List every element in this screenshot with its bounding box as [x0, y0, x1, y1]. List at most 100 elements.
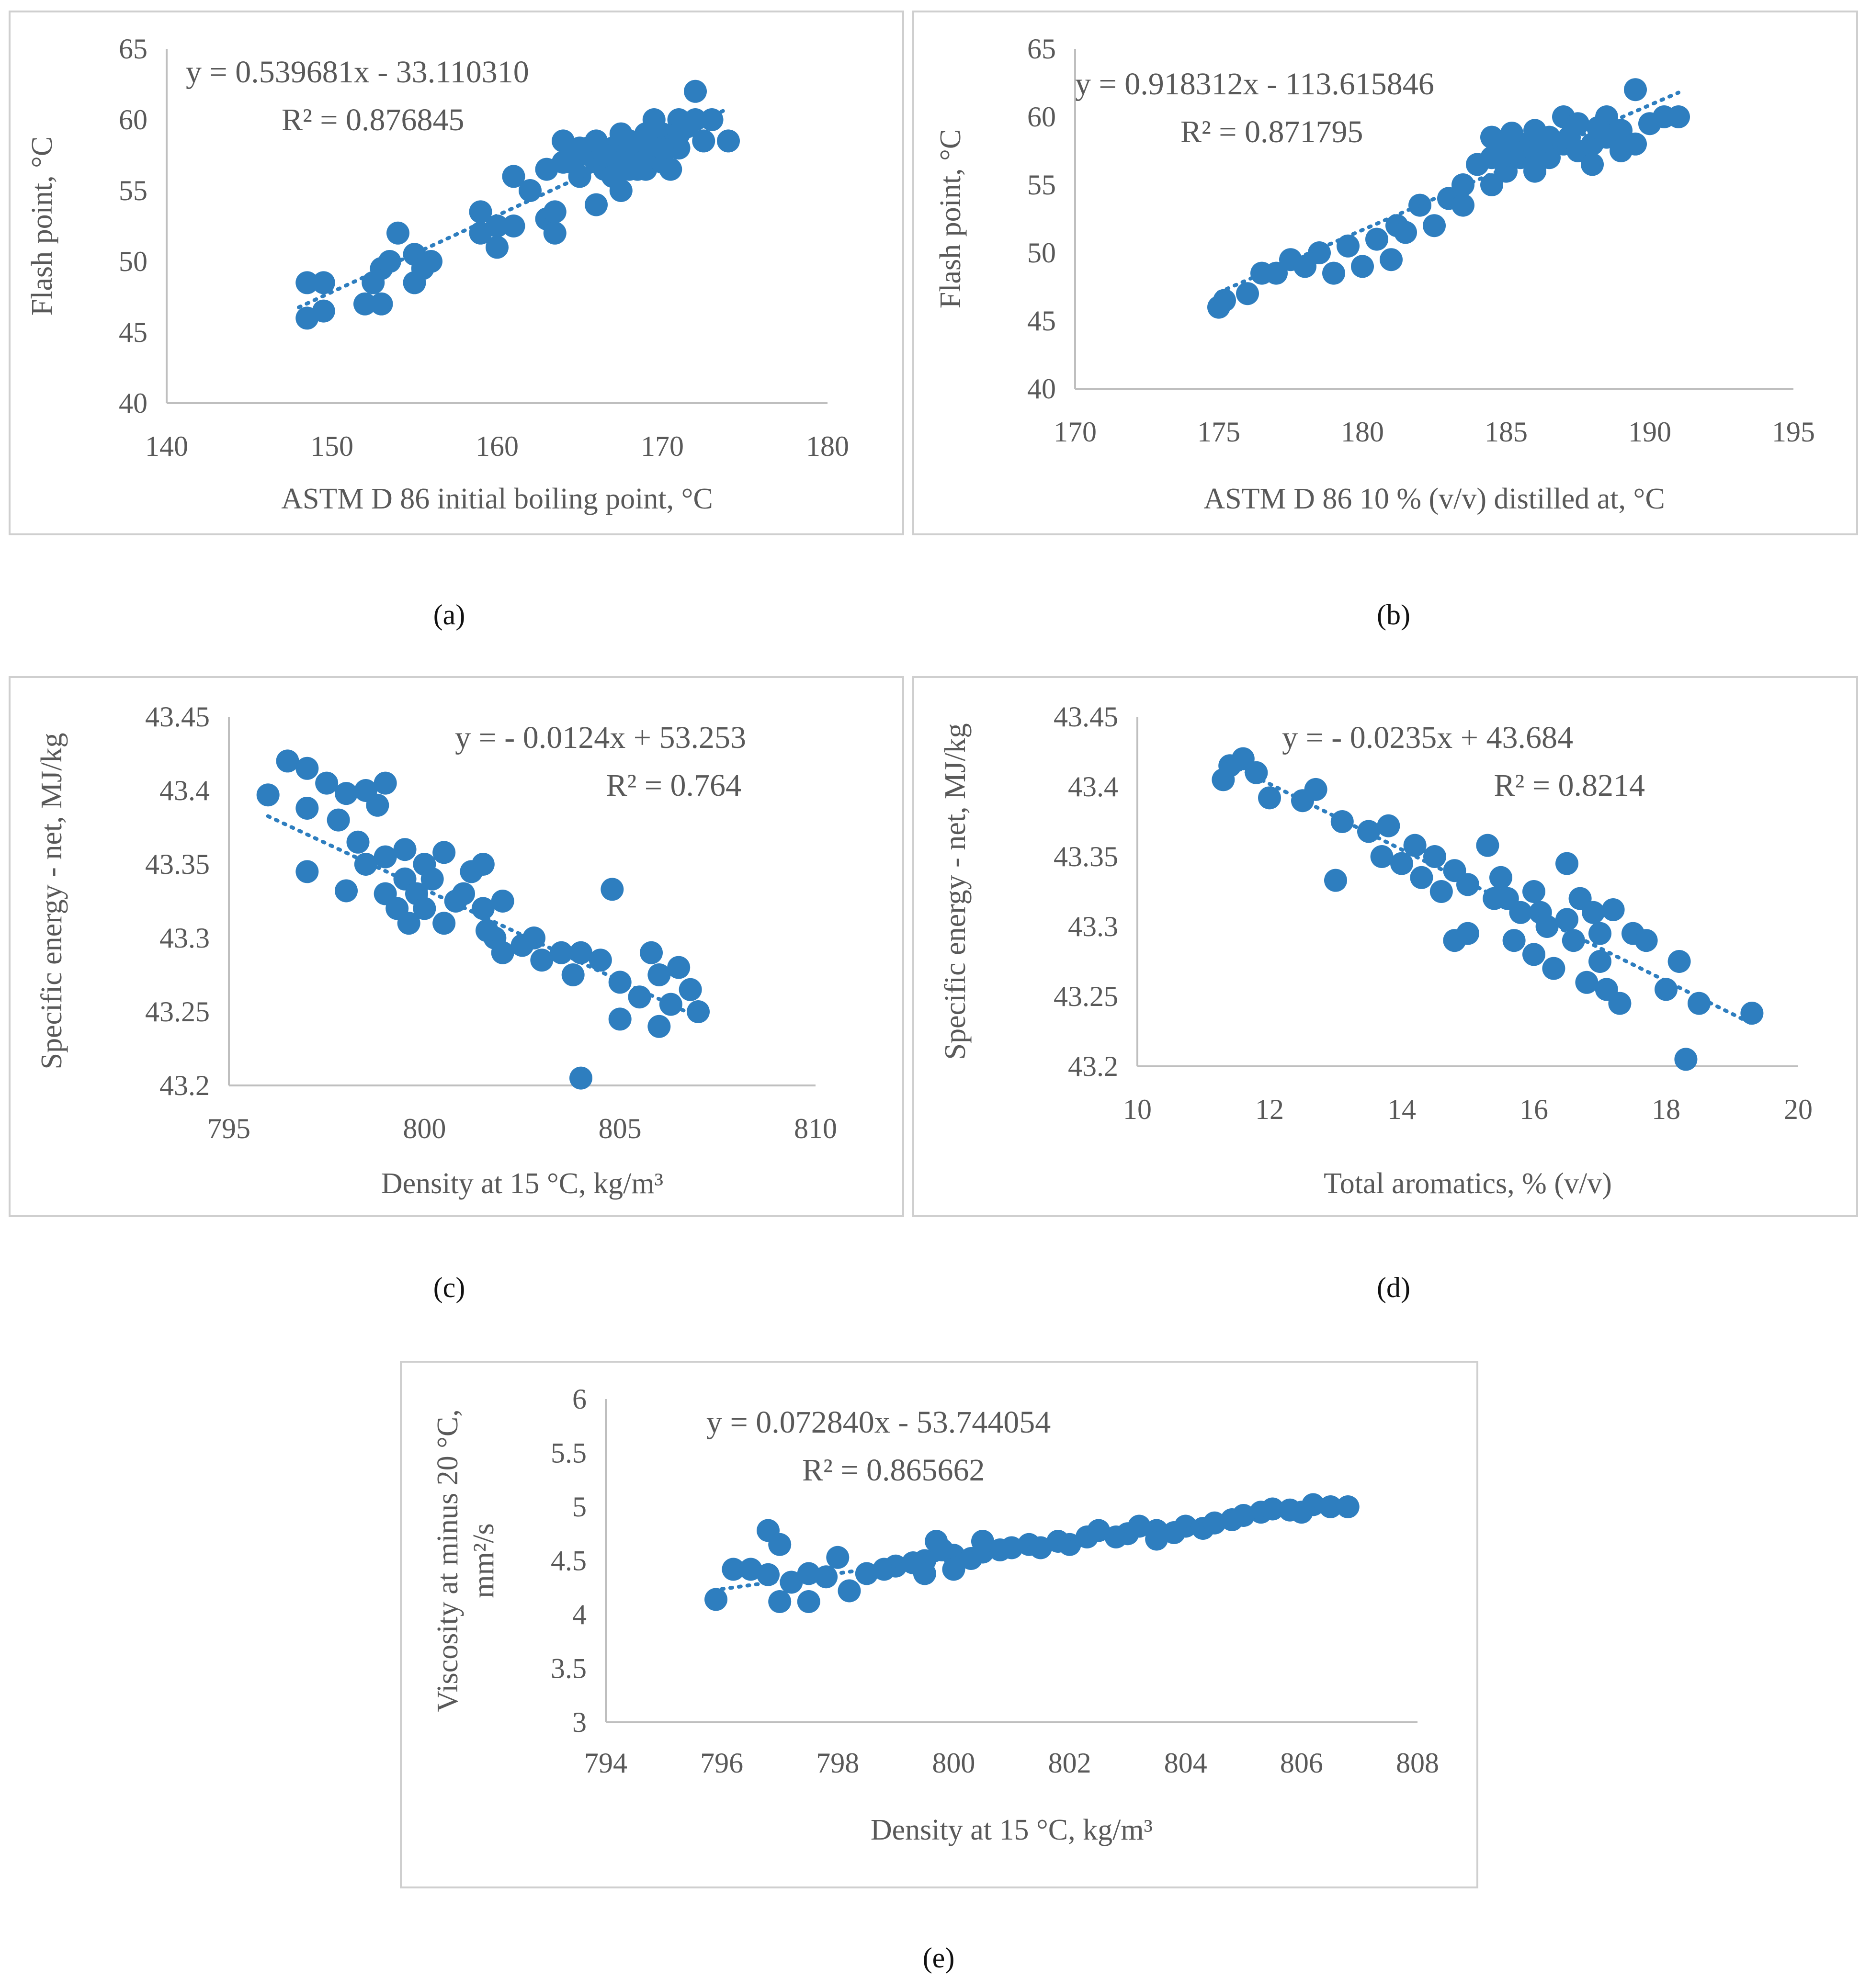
- x-tick-label: 810: [794, 1113, 837, 1144]
- data-point: [469, 200, 492, 224]
- data-point: [679, 978, 702, 1001]
- data-point: [659, 993, 682, 1016]
- data-point: [1087, 1519, 1111, 1542]
- data-point: [1232, 1504, 1255, 1527]
- x-tick-label: 150: [310, 430, 353, 462]
- data-point: [295, 860, 319, 883]
- data-point: [780, 1570, 803, 1594]
- trend-equation: y = 0.539681x - 33.110310: [186, 55, 529, 90]
- data-point: [1624, 78, 1647, 102]
- data-point: [1357, 820, 1380, 843]
- data-point: [1336, 1495, 1360, 1518]
- data-point: [971, 1530, 994, 1553]
- data-point: [667, 956, 691, 979]
- data-point: [1365, 227, 1388, 251]
- data-point: [476, 919, 499, 942]
- trendline: [297, 106, 730, 309]
- trend-equation: y = - 0.0124x + 53.253: [455, 720, 746, 755]
- y-axis-title: Flash point, °C: [934, 129, 967, 308]
- data-point: [1610, 119, 1633, 142]
- y-tick-label: 4: [572, 1599, 587, 1630]
- data-point: [838, 1579, 861, 1603]
- y-tick-label: 45: [1027, 305, 1056, 337]
- data-point: [1522, 880, 1545, 903]
- data-point: [1674, 1048, 1698, 1071]
- y-tick-label: 45: [119, 316, 147, 348]
- chart-e: 794 796 798 800 802 804 806 808 3 3.5 4 4.5 5 5.5 6 Den…: [431, 1383, 1439, 1846]
- x-tick-label: 195: [1772, 416, 1815, 448]
- data-point: [295, 796, 319, 820]
- data-point: [1740, 1002, 1764, 1025]
- data-point: [312, 299, 335, 323]
- panel-d: 10 12 14 16 18 20 43.2 43.25 43.3 43.35 43.4 43.45 T…: [912, 676, 1858, 1217]
- r-squared-label: R² = 0.764: [606, 768, 741, 803]
- y-tick-label: 43.3: [1068, 911, 1118, 942]
- data-point: [1555, 908, 1578, 931]
- data-point: [1575, 971, 1599, 994]
- r-squared-label: R² = 0.8214: [1494, 768, 1645, 803]
- data-point: [354, 853, 377, 876]
- data-point: [722, 1558, 745, 1581]
- data-point: [1330, 810, 1354, 833]
- data-point: [393, 838, 417, 861]
- data-point: [378, 250, 401, 273]
- data-point: [925, 1530, 948, 1553]
- x-tick-label: 796: [700, 1747, 743, 1779]
- data-point: [1456, 922, 1479, 945]
- data-point: [667, 122, 691, 146]
- r-squared-label: R² = 0.871795: [1180, 114, 1363, 149]
- data-point: [1308, 241, 1331, 264]
- data-point: [374, 845, 397, 869]
- data-point: [589, 949, 612, 972]
- x-axis-title: ASTM D 86 10 % (v/v) distilled at, °C: [1203, 483, 1665, 515]
- y-tick-label: 43.25: [145, 996, 210, 1028]
- x-tick-label: 795: [207, 1113, 250, 1144]
- x-tick-label: 185: [1485, 416, 1528, 448]
- y-axis-title-line: Viscosity at minus 20 °C,: [431, 1409, 464, 1712]
- y-tick-label: 60: [119, 104, 147, 136]
- data-point: [1380, 248, 1403, 271]
- data-point: [609, 179, 633, 202]
- data-point: [543, 221, 567, 245]
- panel-b: 170 175 180 185 190 195 40 45 50 55 60 65 ASTM D 86 …: [912, 11, 1858, 535]
- x-tick-label: 794: [584, 1747, 627, 1779]
- x-tick-label: 802: [1048, 1747, 1091, 1779]
- data-point: [651, 136, 674, 160]
- data-point: [569, 1066, 592, 1090]
- data-point: [420, 250, 442, 273]
- chart-c: 795 800 805 810 43.2 43.25 43.3 43.35 43.4 43.45 D…: [35, 701, 837, 1200]
- y-tick-label: 6: [572, 1383, 587, 1415]
- data-point: [519, 179, 542, 202]
- data-point: [1489, 866, 1512, 889]
- data-point: [312, 271, 335, 294]
- data-point: [491, 941, 514, 964]
- data-point: [797, 1562, 820, 1585]
- data-point: [797, 1590, 820, 1613]
- panel-a-frame: [9, 11, 904, 535]
- panel-c: 795 800 805 810 43.2 43.25 43.3 43.35 43.4 43.45 D…: [9, 676, 904, 1217]
- data-point: [1523, 159, 1546, 183]
- trendline: [266, 814, 700, 1019]
- data-point: [386, 221, 409, 245]
- data-point: [626, 158, 649, 181]
- data-point: [640, 941, 663, 964]
- data-point: [1000, 1536, 1023, 1559]
- x-tick-label: 805: [599, 1113, 642, 1144]
- y-axis-title: Specific energy - net, MJ/kg: [35, 733, 68, 1069]
- data-point: [1688, 992, 1711, 1015]
- y-tick-label: 60: [1027, 101, 1056, 133]
- data-point: [1456, 873, 1479, 896]
- y-axis-title: Specific energy - net, MJ/kg: [939, 723, 972, 1060]
- data-point: [335, 879, 358, 903]
- data-point: [1480, 173, 1503, 196]
- x-tick-label: 140: [145, 430, 188, 462]
- r-squared-label: R² = 0.876845: [282, 102, 465, 137]
- data-point: [486, 215, 509, 237]
- data-point: [768, 1590, 792, 1613]
- data-point: [1581, 153, 1604, 176]
- y-tick-label: 3.5: [551, 1653, 587, 1684]
- data-point: [1302, 1493, 1325, 1516]
- data-point: [608, 1007, 632, 1031]
- data-point: [471, 897, 495, 920]
- y-tick-label: 43.2: [159, 1070, 210, 1101]
